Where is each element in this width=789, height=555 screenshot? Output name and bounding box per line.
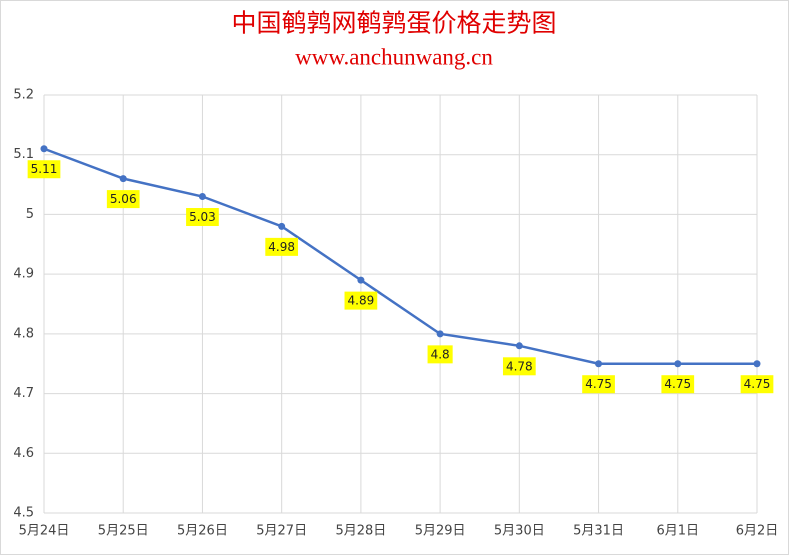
data-point — [40, 145, 48, 153]
data-point — [515, 342, 523, 350]
data-point — [357, 276, 365, 284]
x-tick-label: 5月26日 — [177, 524, 228, 539]
data-point — [753, 360, 761, 368]
y-tick-label: 4.7 — [13, 386, 34, 401]
data-label: 4.78 — [506, 359, 533, 373]
x-tick-label: 6月1日 — [657, 524, 700, 539]
label-background — [344, 291, 378, 310]
x-tick-label: 5月31日 — [573, 524, 624, 539]
label-background — [27, 160, 61, 179]
chart-subtitle: www.anchunwang.cn — [295, 44, 493, 69]
label-background — [186, 208, 219, 227]
label-background — [502, 357, 536, 376]
data-point — [595, 360, 603, 368]
x-tick-label: 5月28日 — [335, 524, 386, 539]
data-point — [198, 193, 206, 201]
label-background — [582, 375, 615, 394]
x-tick-label: 6月2日 — [736, 524, 779, 539]
label-background — [265, 237, 299, 256]
y-tick-label: 5 — [26, 207, 34, 222]
y-tick-label: 5.1 — [13, 147, 34, 162]
y-tick-label: 4.5 — [13, 506, 34, 521]
x-tick-label: 5月30日 — [494, 524, 545, 539]
data-point — [674, 360, 682, 368]
label-background — [427, 345, 453, 364]
y-tick-label: 4.8 — [13, 326, 34, 341]
data-label: 4.75 — [664, 377, 691, 391]
x-tick-label: 5月27日 — [256, 524, 307, 539]
data-label: 4.89 — [348, 294, 375, 308]
x-tick-label: 5月25日 — [98, 524, 149, 539]
y-tick-label: 5.2 — [13, 88, 34, 103]
data-point — [436, 330, 444, 338]
label-background — [661, 375, 695, 394]
data-label: 5.11 — [31, 162, 58, 176]
data-label: 4.75 — [585, 377, 612, 391]
series-line — [43, 147, 757, 365]
data-label: 5.03 — [189, 210, 216, 224]
data-label: 5.06 — [110, 192, 137, 206]
label-background — [740, 375, 774, 394]
x-tick-label: 5月29日 — [415, 524, 466, 539]
data-point — [278, 222, 286, 230]
chart-title: 中国鹌鹑网鹌鹑蛋价格走势图 — [231, 10, 556, 38]
y-tick-label: 4.6 — [13, 446, 34, 461]
y-tick-label: 4.9 — [13, 267, 34, 282]
x-tick-label: 5月24日 — [19, 524, 70, 539]
data-label: 4.8 — [431, 347, 450, 361]
data-label: 4.98 — [268, 240, 295, 254]
data-label: 4.75 — [744, 377, 771, 391]
label-background — [106, 190, 140, 209]
data-point — [119, 175, 127, 183]
